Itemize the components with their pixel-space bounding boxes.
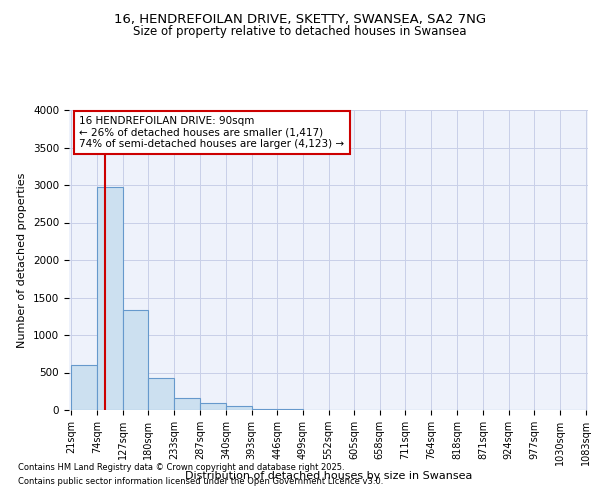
Bar xyxy=(200,403,226,410)
Bar xyxy=(277,409,303,410)
Text: Contains public sector information licensed under the Open Government Licence v3: Contains public sector information licen… xyxy=(18,477,383,486)
Bar xyxy=(174,398,200,410)
X-axis label: Distribution of detached houses by size in Swansea: Distribution of detached houses by size … xyxy=(185,470,472,480)
Bar xyxy=(97,187,123,410)
Text: Contains HM Land Registry data © Crown copyright and database right 2025.: Contains HM Land Registry data © Crown c… xyxy=(18,464,344,472)
Text: 16 HENDREFOILAN DRIVE: 90sqm
← 26% of detached houses are smaller (1,417)
74% of: 16 HENDREFOILAN DRIVE: 90sqm ← 26% of de… xyxy=(79,116,344,149)
Bar xyxy=(251,408,277,410)
Bar xyxy=(123,310,148,410)
Y-axis label: Number of detached properties: Number of detached properties xyxy=(17,172,28,348)
Text: 16, HENDREFOILAN DRIVE, SKETTY, SWANSEA, SA2 7NG: 16, HENDREFOILAN DRIVE, SKETTY, SWANSEA,… xyxy=(114,12,486,26)
Bar xyxy=(71,365,97,410)
Bar xyxy=(226,406,251,410)
Bar xyxy=(148,378,174,410)
Text: Size of property relative to detached houses in Swansea: Size of property relative to detached ho… xyxy=(133,25,467,38)
